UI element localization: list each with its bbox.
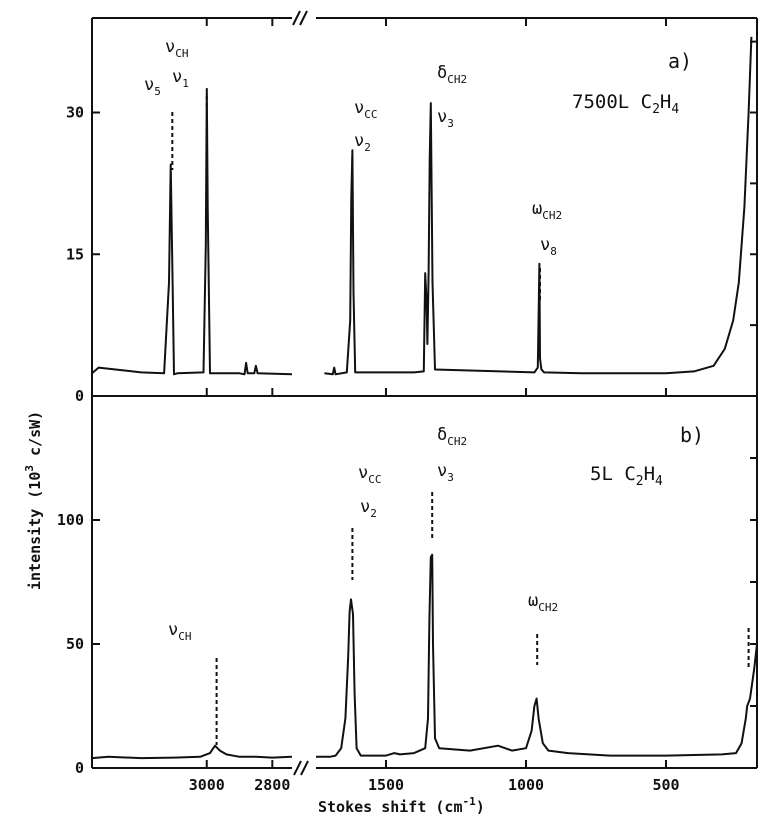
y-axis-title: intensity(103 c/sW) [23, 411, 44, 590]
panel-a-spectrum-segment-2 [324, 36, 753, 376]
xtick-label-1000: 1000 [508, 776, 544, 794]
ann-b-dch2: δCH2 [437, 425, 467, 448]
panel-a-label: a) [668, 49, 692, 73]
panel-b-ytick-label-100: 100 [57, 511, 84, 529]
panel-a-ytick-label-15: 15 [66, 245, 84, 263]
panel-b-condition: 5L C2H4 [590, 463, 663, 489]
ann-b-nu3: ν3 [437, 461, 454, 484]
frames [91, 10, 758, 776]
panel-b-spectrum-segment-1 [91, 744, 293, 760]
ann-a-nuch: νCH [165, 37, 189, 60]
xtick-label-1500: 1500 [368, 776, 404, 794]
top-axis-break [292, 10, 308, 26]
xtick-label-2800: 2800 [254, 776, 290, 794]
ann-a-nu2: ν2 [354, 131, 371, 154]
panel-b-annotations: νCH νCC ν2 δCH2 ν3 ωCH2 [168, 425, 558, 643]
panel-a-condition: 7500L C2H4 [572, 91, 679, 117]
panel-a-ytick-label-30: 30 [66, 104, 84, 122]
ann-a-nu3: ν3 [437, 107, 454, 130]
ann-b-nu2: ν2 [360, 497, 377, 520]
panel-a-annotations: ν5 νCH ν1 νCC ν2 δCH2 ν3 ωCH2 ν8 [144, 37, 562, 258]
xtick-label-500: 500 [652, 776, 679, 794]
ann-b-wch2: ωCH2 [528, 591, 558, 614]
ann-a-nu8: ν8 [540, 235, 557, 258]
ticks-layer: 0 15 30 0 50 100 3000 2800 1500 1000 500 [57, 18, 757, 794]
x-axis-title: Stokes shift (cm-1) [318, 795, 485, 816]
xtick-label-3000: 3000 [189, 776, 225, 794]
ann-b-nuch: νCH [168, 620, 192, 643]
panel-a-spectrum-segment-1 [91, 87, 293, 376]
panel-a-ytick-label-0: 0 [75, 387, 84, 405]
ann-a-nu1: ν1 [172, 67, 189, 90]
panel-b-ytick-label-0: 0 [75, 759, 84, 777]
bottom-axis-break [293, 760, 309, 776]
panel-b-spectrum-segment-2 [316, 553, 758, 758]
ann-a-nu5: ν5 [144, 75, 161, 98]
annotation-markers [171, 96, 750, 745]
panel-b-label: b) [680, 423, 704, 447]
ann-a-wch2: ωCH2 [532, 199, 562, 222]
panel-b-ytick-label-50: 50 [66, 635, 84, 653]
ann-a-nucc: νCC [354, 98, 378, 121]
ann-b-nucc: νCC [358, 463, 382, 486]
traces-layer [91, 36, 758, 760]
ann-a-dch2: δCH2 [437, 63, 467, 86]
